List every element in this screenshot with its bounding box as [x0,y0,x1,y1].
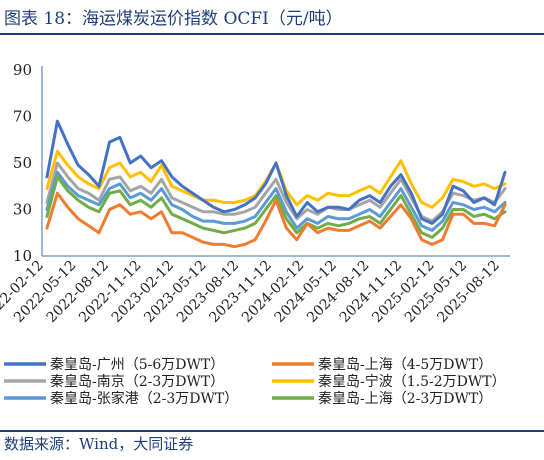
legend-label: 秦皇岛-广州（5-6万DWT） [50,357,224,373]
legend-label: 秦皇岛-南京（2-3万DWT） [50,374,224,390]
series-line-2 [45,191,507,249]
y-tick-label: 10 [13,247,32,265]
series-line-6 [45,175,507,239]
y-tick-label: 90 [13,61,32,79]
legend-label: 秦皇岛-上海（4-5万DWT） [318,357,492,373]
source-note: 数据来源：Wind，大同证券 [4,435,194,453]
series-line-1 [45,119,507,225]
chart-title: 图表 18：海运煤炭运价指数 OCFI（元/吨） [4,9,343,29]
y-tick-label: 30 [13,201,32,219]
title-rule [0,33,544,35]
source-rule [0,430,544,432]
y-tick-label: 70 [13,108,32,126]
y-tick-label: 50 [13,154,32,172]
line-chart: 90705030102022-02-122022-05-122022-08-12… [0,61,510,407]
legend-label: 秦皇岛-张家港（2-3万DWT） [50,390,238,407]
legend-label: 秦皇岛-宁波（1.5-2万DWT） [318,373,506,390]
series-line-3 [45,161,507,223]
legend-label: 秦皇岛-上海（2-3万DWT） [318,391,492,407]
series-line-5 [45,170,507,232]
